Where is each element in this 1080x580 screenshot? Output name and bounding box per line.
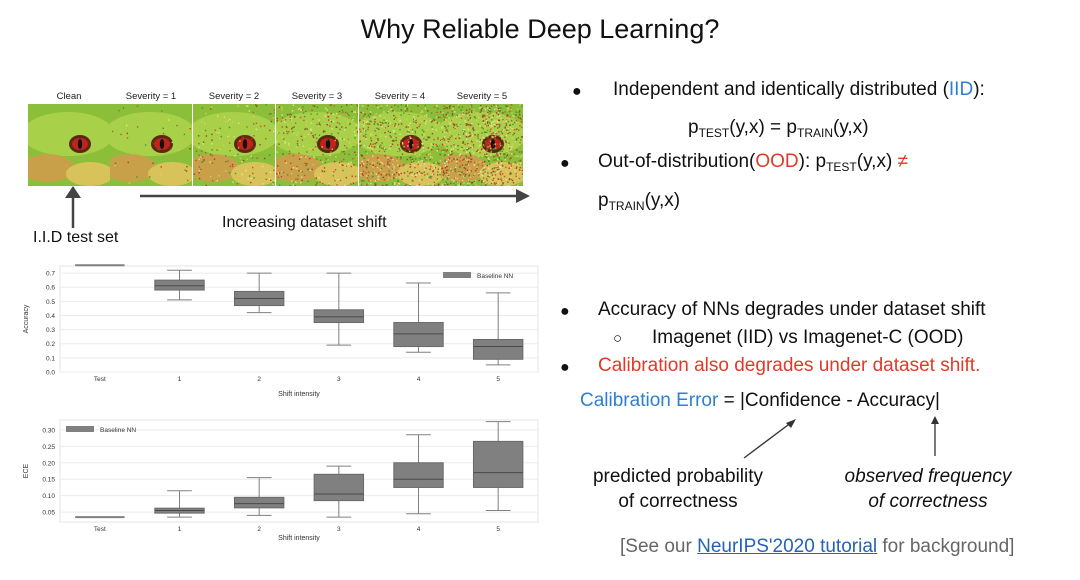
x-tick-label: 3 (337, 376, 341, 383)
box-1 (154, 269, 205, 301)
bullet-ood-icon: ● (560, 155, 570, 172)
accuracy-degrades-text: Accuracy of NNs degrades under dataset s… (598, 299, 986, 320)
chart-legend: Baseline NN (443, 272, 513, 280)
frog-image-severity-4 (359, 104, 441, 186)
y-tick-label: 0.05 (42, 510, 55, 517)
box-iqr (154, 279, 205, 291)
frog-image-severity-5 (441, 104, 523, 186)
ood-definition: Out-of-distribution(OOD): pTEST(y,x) ≠ (598, 151, 908, 174)
box-3 (313, 272, 365, 346)
box-4 (393, 434, 444, 515)
page-title: Why Reliable Deep Learning? (360, 14, 720, 44)
y-tick-label: 0.5 (46, 299, 55, 306)
vertical-arrow-icon (931, 416, 939, 456)
right-arrow-icon (140, 189, 530, 203)
dataset-shift-label: Increasing dataset shift (222, 214, 387, 231)
legend-swatch (66, 426, 94, 432)
x-tick-label: 4 (417, 376, 421, 383)
accuracy-boxplot: 0.0 0.1 0.2 0.3 0.4 0.5 0.6 0.7 Test 1 2 3 4 5 Shift i… (23, 264, 539, 398)
annotation-arrows (743, 416, 939, 459)
strip-label-severity-3: Severity = 3 (291, 91, 343, 102)
x-tick-label: 2 (257, 376, 261, 383)
y-axis-label: ECE (23, 463, 30, 478)
iid-test-set-label: I.I.D test set (33, 229, 119, 246)
x-tick-label: Test (94, 376, 106, 383)
box-5 (472, 421, 524, 511)
box-2 (233, 272, 285, 314)
plot-area (59, 265, 539, 373)
x-axis-label: Shift intensity (278, 391, 320, 398)
legend-label: Baseline NN (100, 427, 136, 434)
strip-label-severity-4: Severity = 4 (374, 91, 426, 102)
y-tick-label: 0.4 (46, 313, 55, 320)
imagenet-comparison-text: Imagenet (IID) vs Imagenet-C (OOD) (652, 327, 964, 348)
calibration-degrades-text: Calibration also degrades under dataset … (598, 355, 981, 376)
reference-note: [See our NeurIPS'2020 tutorial for backg… (620, 536, 1015, 557)
x-axis-label: Shift intensity (278, 535, 320, 542)
frog-image-severity-1 (110, 104, 192, 186)
observed-frequency-label: observed frequency of correctness (844, 466, 1012, 512)
y-tick-label: 0.20 (42, 460, 55, 467)
x-tick-label: 5 (496, 376, 500, 383)
plot-area (59, 419, 539, 523)
strip-label-severity-2: Severity = 2 (208, 91, 260, 102)
sub-bullet-icon: ○ (613, 330, 623, 347)
calibration-error-formula: Calibration Error = |Confidence - Accura… (580, 390, 940, 411)
bullet-calibration-icon: ● (560, 359, 570, 376)
y-tick-label: 0.0 (46, 370, 55, 377)
box-4 (393, 282, 444, 353)
box-1 (154, 490, 205, 518)
frog-image-severity-2 (193, 104, 275, 186)
frog-image-severity-3 (276, 104, 358, 186)
y-tick-label: 0.10 (42, 493, 55, 500)
y-axis-label: Accuracy (23, 304, 30, 333)
y-tick-label: 0.30 (42, 427, 55, 434)
frog-image-clean (28, 104, 110, 186)
iid-equation: pTEST(y,x) = pTRAIN(y,x) (688, 117, 869, 140)
shift-arrows (65, 186, 530, 228)
iid-definition: Independent and identically distributed … (613, 79, 985, 100)
bullet-iid-icon: ● (572, 83, 582, 100)
ood-term: OOD (755, 151, 799, 172)
y-tick-label: 0.6 (46, 285, 55, 292)
x-tick-label: 2 (257, 526, 261, 533)
ood-definition-line2: pTRAIN(y,x) (598, 190, 681, 213)
box-3 (313, 465, 365, 518)
x-tick-label: Test (94, 526, 106, 533)
box-iqr (313, 309, 365, 324)
neurips-tutorial-link[interactable]: NeurIPS'2020 tutorial (697, 536, 878, 557)
legend-swatch (443, 272, 471, 278)
x-tick-label: 3 (337, 526, 341, 533)
x-tick-label: 5 (496, 526, 500, 533)
iid-term: IID (948, 79, 974, 100)
y-tick-label: 0.1 (46, 355, 55, 362)
diagonal-arrow-icon (743, 419, 796, 459)
x-tick-label: 4 (417, 526, 421, 533)
up-arrow-icon (65, 186, 81, 228)
strip-label-severity-5: Severity = 5 (456, 91, 508, 102)
ece-boxplot: 0.05 0.10 0.15 0.20 0.25 0.30 Test 1 2 3 4 5 Shift i… (23, 419, 539, 542)
bullet-accuracy-icon: ● (560, 303, 570, 320)
box-iqr (393, 322, 444, 348)
y-tick-label: 0.15 (42, 477, 55, 484)
box-iqr (393, 462, 444, 488)
y-tick-label: 0.2 (46, 341, 55, 348)
legend-label: Baseline NN (477, 273, 513, 280)
box-iqr (313, 473, 365, 502)
y-tick-label: 0.7 (46, 271, 55, 278)
calibration-error-term: Calibration Error (580, 390, 719, 411)
box-iqr (233, 496, 285, 509)
y-tick-label: 0.25 (42, 444, 55, 451)
strip-label-clean: Clean (56, 91, 82, 102)
x-tick-label: 1 (178, 526, 182, 533)
box-iqr (472, 440, 524, 488)
box-5 (472, 292, 524, 366)
chart-legend: Baseline NN (66, 426, 136, 434)
y-tick-label: 0.3 (46, 327, 55, 334)
box-iqr (472, 338, 524, 360)
box-2 (233, 477, 285, 516)
strip-label-severity-1: Severity = 1 (125, 91, 177, 102)
x-tick-label: 1 (178, 376, 182, 383)
predicted-probability-label: predicted probability of correctness (592, 466, 764, 512)
